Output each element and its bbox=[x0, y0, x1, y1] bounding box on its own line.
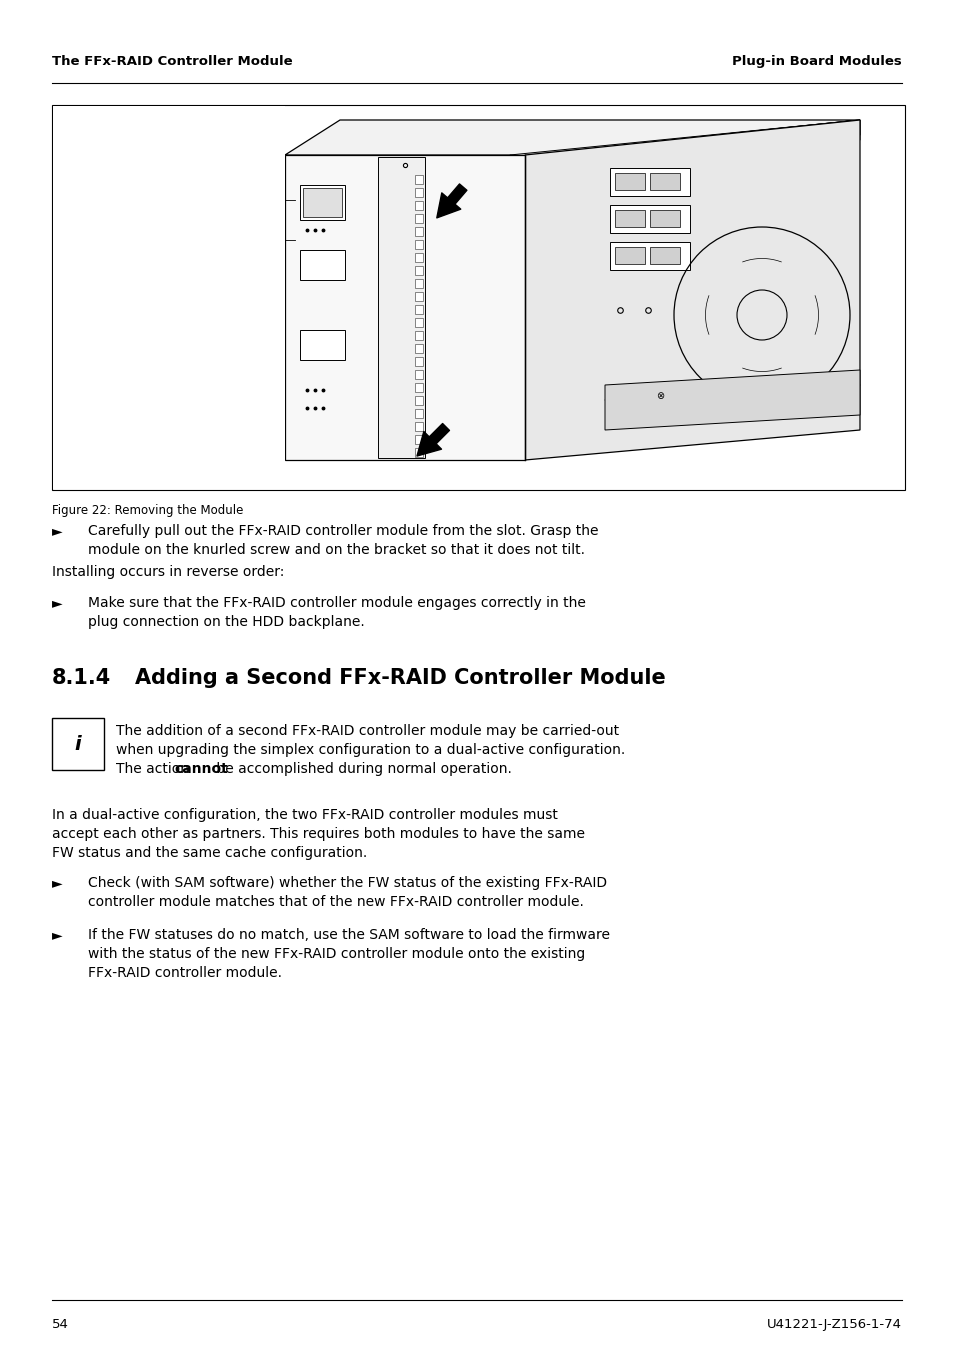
Polygon shape bbox=[415, 357, 422, 366]
Text: with the status of the new FFx-RAID controller module onto the existing: with the status of the new FFx-RAID cont… bbox=[88, 946, 584, 961]
Polygon shape bbox=[415, 279, 422, 288]
Text: FW status and the same cache configuration.: FW status and the same cache configurati… bbox=[52, 846, 367, 860]
Bar bbox=[52, 718, 104, 771]
Polygon shape bbox=[524, 120, 859, 460]
Polygon shape bbox=[415, 214, 422, 223]
Text: Carefully pull out the FFx-RAID controller module from the slot. Grasp the: Carefully pull out the FFx-RAID controll… bbox=[88, 525, 598, 538]
Text: when upgrading the simplex configuration to a dual-active configuration.: when upgrading the simplex configuration… bbox=[116, 744, 624, 757]
Text: ⊗: ⊗ bbox=[656, 391, 663, 402]
Text: The FFx-RAID Controller Module: The FFx-RAID Controller Module bbox=[52, 55, 293, 68]
Polygon shape bbox=[299, 185, 345, 220]
Polygon shape bbox=[524, 120, 859, 170]
Polygon shape bbox=[609, 168, 689, 196]
Polygon shape bbox=[415, 422, 422, 431]
Text: Adding a Second FFx-RAID Controller Module: Adding a Second FFx-RAID Controller Modu… bbox=[135, 668, 665, 688]
Polygon shape bbox=[303, 188, 341, 218]
Polygon shape bbox=[415, 383, 422, 392]
Text: module on the knurled screw and on the bracket so that it does not tilt.: module on the knurled screw and on the b… bbox=[88, 544, 584, 557]
Text: The action: The action bbox=[116, 763, 193, 776]
Text: i: i bbox=[74, 734, 81, 753]
Polygon shape bbox=[510, 120, 859, 170]
Polygon shape bbox=[415, 201, 422, 210]
Text: Figure 22: Removing the Module: Figure 22: Removing the Module bbox=[52, 504, 243, 516]
Polygon shape bbox=[415, 241, 422, 249]
Polygon shape bbox=[609, 206, 689, 233]
Polygon shape bbox=[415, 227, 422, 237]
Text: be accomplished during normal operation.: be accomplished during normal operation. bbox=[212, 763, 512, 776]
Polygon shape bbox=[415, 331, 422, 339]
Polygon shape bbox=[415, 188, 422, 197]
Text: 54: 54 bbox=[52, 1318, 69, 1330]
Text: accept each other as partners. This requires both modules to have the same: accept each other as partners. This requ… bbox=[52, 827, 584, 841]
Polygon shape bbox=[415, 174, 422, 184]
Polygon shape bbox=[415, 318, 422, 327]
Polygon shape bbox=[615, 210, 644, 227]
Polygon shape bbox=[299, 250, 345, 280]
Text: ►: ► bbox=[52, 596, 63, 610]
Polygon shape bbox=[415, 435, 422, 443]
Text: Plug-in Board Modules: Plug-in Board Modules bbox=[732, 55, 901, 68]
Polygon shape bbox=[615, 247, 644, 264]
Polygon shape bbox=[415, 410, 422, 418]
Text: plug connection on the HDD backplane.: plug connection on the HDD backplane. bbox=[88, 615, 364, 629]
Text: controller module matches that of the new FFx-RAID controller module.: controller module matches that of the ne… bbox=[88, 895, 583, 909]
Text: If the FW statuses do no match, use the SAM software to load the firmware: If the FW statuses do no match, use the … bbox=[88, 927, 609, 942]
Text: Make sure that the FFx-RAID controller module engages correctly in the: Make sure that the FFx-RAID controller m… bbox=[88, 596, 585, 610]
Text: FFx-RAID controller module.: FFx-RAID controller module. bbox=[88, 965, 282, 980]
Text: U41221-J-Z156-1-74: U41221-J-Z156-1-74 bbox=[766, 1318, 901, 1330]
Text: Installing occurs in reverse order:: Installing occurs in reverse order: bbox=[52, 565, 284, 579]
Text: The addition of a second FFx-RAID controller module may be carried-out: The addition of a second FFx-RAID contro… bbox=[116, 725, 618, 738]
Text: In a dual-active configuration, the two FFx-RAID controller modules must: In a dual-active configuration, the two … bbox=[52, 808, 558, 822]
Polygon shape bbox=[604, 370, 859, 430]
FancyArrowPatch shape bbox=[436, 184, 466, 218]
Polygon shape bbox=[609, 242, 689, 270]
Polygon shape bbox=[377, 157, 424, 458]
Polygon shape bbox=[415, 266, 422, 274]
Polygon shape bbox=[285, 155, 524, 460]
Text: cannot: cannot bbox=[173, 763, 228, 776]
Text: ►: ► bbox=[52, 876, 63, 890]
Polygon shape bbox=[415, 370, 422, 379]
Polygon shape bbox=[649, 247, 679, 264]
Text: ►: ► bbox=[52, 525, 63, 538]
FancyArrowPatch shape bbox=[416, 423, 449, 456]
Text: 8.1.4: 8.1.4 bbox=[52, 668, 112, 688]
Polygon shape bbox=[285, 120, 859, 155]
Bar bbox=[53, 105, 285, 489]
Text: Check (with SAM software) whether the FW status of the existing FFx-RAID: Check (with SAM software) whether the FW… bbox=[88, 876, 606, 890]
Polygon shape bbox=[649, 210, 679, 227]
Polygon shape bbox=[415, 343, 422, 353]
Polygon shape bbox=[415, 448, 422, 457]
Bar bbox=[52, 105, 904, 489]
Polygon shape bbox=[415, 306, 422, 314]
Polygon shape bbox=[415, 292, 422, 301]
Polygon shape bbox=[415, 396, 422, 406]
Polygon shape bbox=[649, 173, 679, 191]
Polygon shape bbox=[299, 330, 345, 360]
Text: ►: ► bbox=[52, 927, 63, 942]
Polygon shape bbox=[615, 173, 644, 191]
Polygon shape bbox=[415, 253, 422, 262]
